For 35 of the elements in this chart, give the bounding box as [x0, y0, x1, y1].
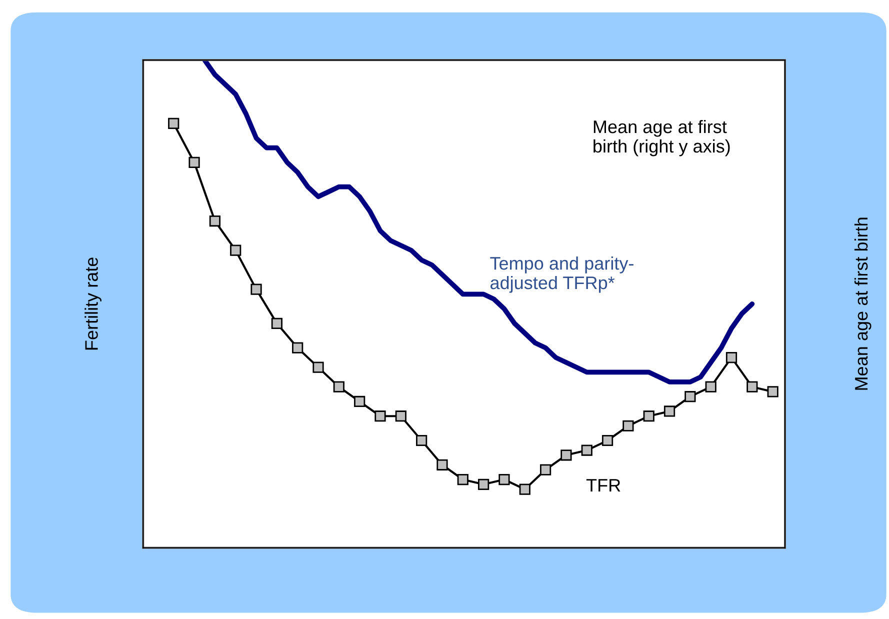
- annotation: TFR: [586, 479, 620, 492]
- point: [250, 284, 262, 295]
- point: [767, 386, 778, 398]
- point: [333, 381, 344, 392]
- point: [374, 410, 386, 422]
- annotation: Mean age at first birth (right y axis): [594, 120, 730, 156]
- point: [581, 444, 592, 456]
- point: [209, 215, 220, 227]
- point: [312, 362, 324, 373]
- point: [188, 156, 200, 168]
- point: [457, 474, 468, 486]
- point: [602, 434, 614, 446]
- annotation: Tempo and parity- adjusted TFRp*: [490, 256, 634, 293]
- point: [230, 244, 242, 256]
- point: [168, 118, 180, 130]
- point: [436, 459, 448, 470]
- point: [643, 410, 654, 422]
- point: [726, 352, 738, 364]
- y-axis-title: Fertility rate: [84, 258, 102, 350]
- point: [540, 464, 552, 476]
- point: [271, 318, 282, 329]
- point: [498, 474, 510, 486]
- point: [622, 420, 634, 432]
- point: [395, 410, 406, 422]
- point: [746, 381, 758, 392]
- y2-axis-title: Mean age at first birth: [854, 218, 872, 390]
- point: [354, 396, 366, 408]
- point: [519, 484, 530, 495]
- point: [292, 342, 304, 354]
- point: [478, 478, 490, 490]
- point: [416, 434, 428, 446]
- point: [684, 391, 696, 402]
- point: [560, 450, 572, 461]
- point: [705, 381, 716, 392]
- point: [664, 406, 676, 417]
